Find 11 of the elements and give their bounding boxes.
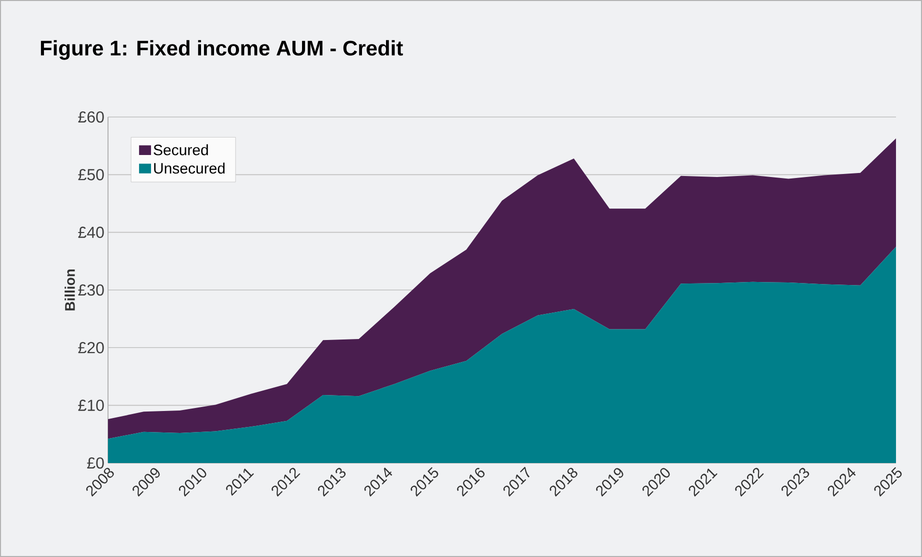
y-tick-label: £40	[78, 226, 104, 238]
y-tick-label: £50	[78, 169, 104, 180]
y-tick-label: £10	[78, 400, 104, 411]
y-tick-label: £60	[78, 111, 104, 123]
y-tick-label: £20	[78, 342, 104, 354]
legend-label: Unsecured	[154, 162, 225, 174]
y-tick-label: £30	[78, 284, 104, 296]
legend-label: Secured	[154, 144, 208, 156]
y-tick-label: £0	[87, 457, 104, 469]
y-axis-title: Billion	[64, 269, 75, 310]
chart-title: Figure 1: Fixed income AUM - Credit	[40, 40, 403, 60]
